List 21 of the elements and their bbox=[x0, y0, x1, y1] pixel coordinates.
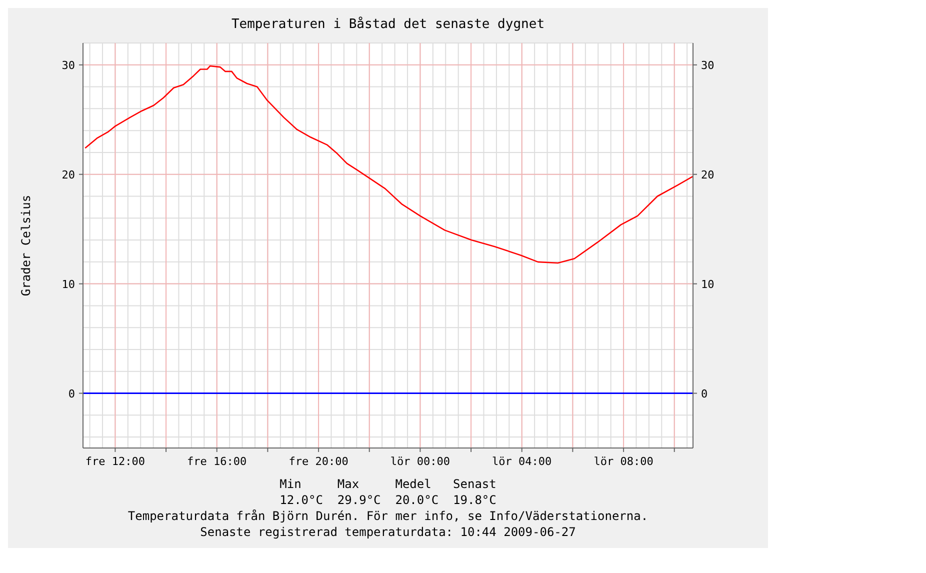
line-series bbox=[84, 65, 694, 264]
x-tick-label: fre 12:00 bbox=[85, 455, 145, 468]
y2-tick-label: 30 bbox=[701, 58, 714, 72]
y2-tick-label: 0 bbox=[701, 387, 708, 400]
y2-tick-label: 10 bbox=[701, 278, 714, 291]
x-tick-label: lör 08:00 bbox=[594, 455, 654, 468]
text: 12.0°C 29.9°C 20.0°C 19.8°C bbox=[280, 493, 496, 507]
chart-title: Temperaturen i Båstad det senaste dygnet bbox=[231, 16, 545, 32]
y-tick-label: 30 bbox=[62, 58, 75, 72]
x-tick-label: fre 20:00 bbox=[288, 455, 348, 468]
y2-tick-label: 20 bbox=[701, 168, 714, 182]
x-tick-label: lör 04:00 bbox=[492, 455, 552, 468]
y-tick-label: 10 bbox=[62, 278, 75, 291]
text: Min Max Medel Senast bbox=[280, 477, 496, 491]
x-tick-label: fre 16:00 bbox=[187, 455, 247, 468]
y-tick-label: 20 bbox=[62, 168, 75, 182]
text: Temperaturdata från Björn Durén. För mer info, se Info/Väderstationerna. bbox=[128, 509, 648, 523]
y-tick-label: 0 bbox=[68, 387, 75, 400]
y-axis-title: Grader Celsius bbox=[19, 194, 33, 296]
x-tick-label: lör 00:00 bbox=[390, 455, 450, 468]
text: Senaste registrerad temperaturdata: 10:44 2009-06-27 bbox=[200, 525, 576, 539]
